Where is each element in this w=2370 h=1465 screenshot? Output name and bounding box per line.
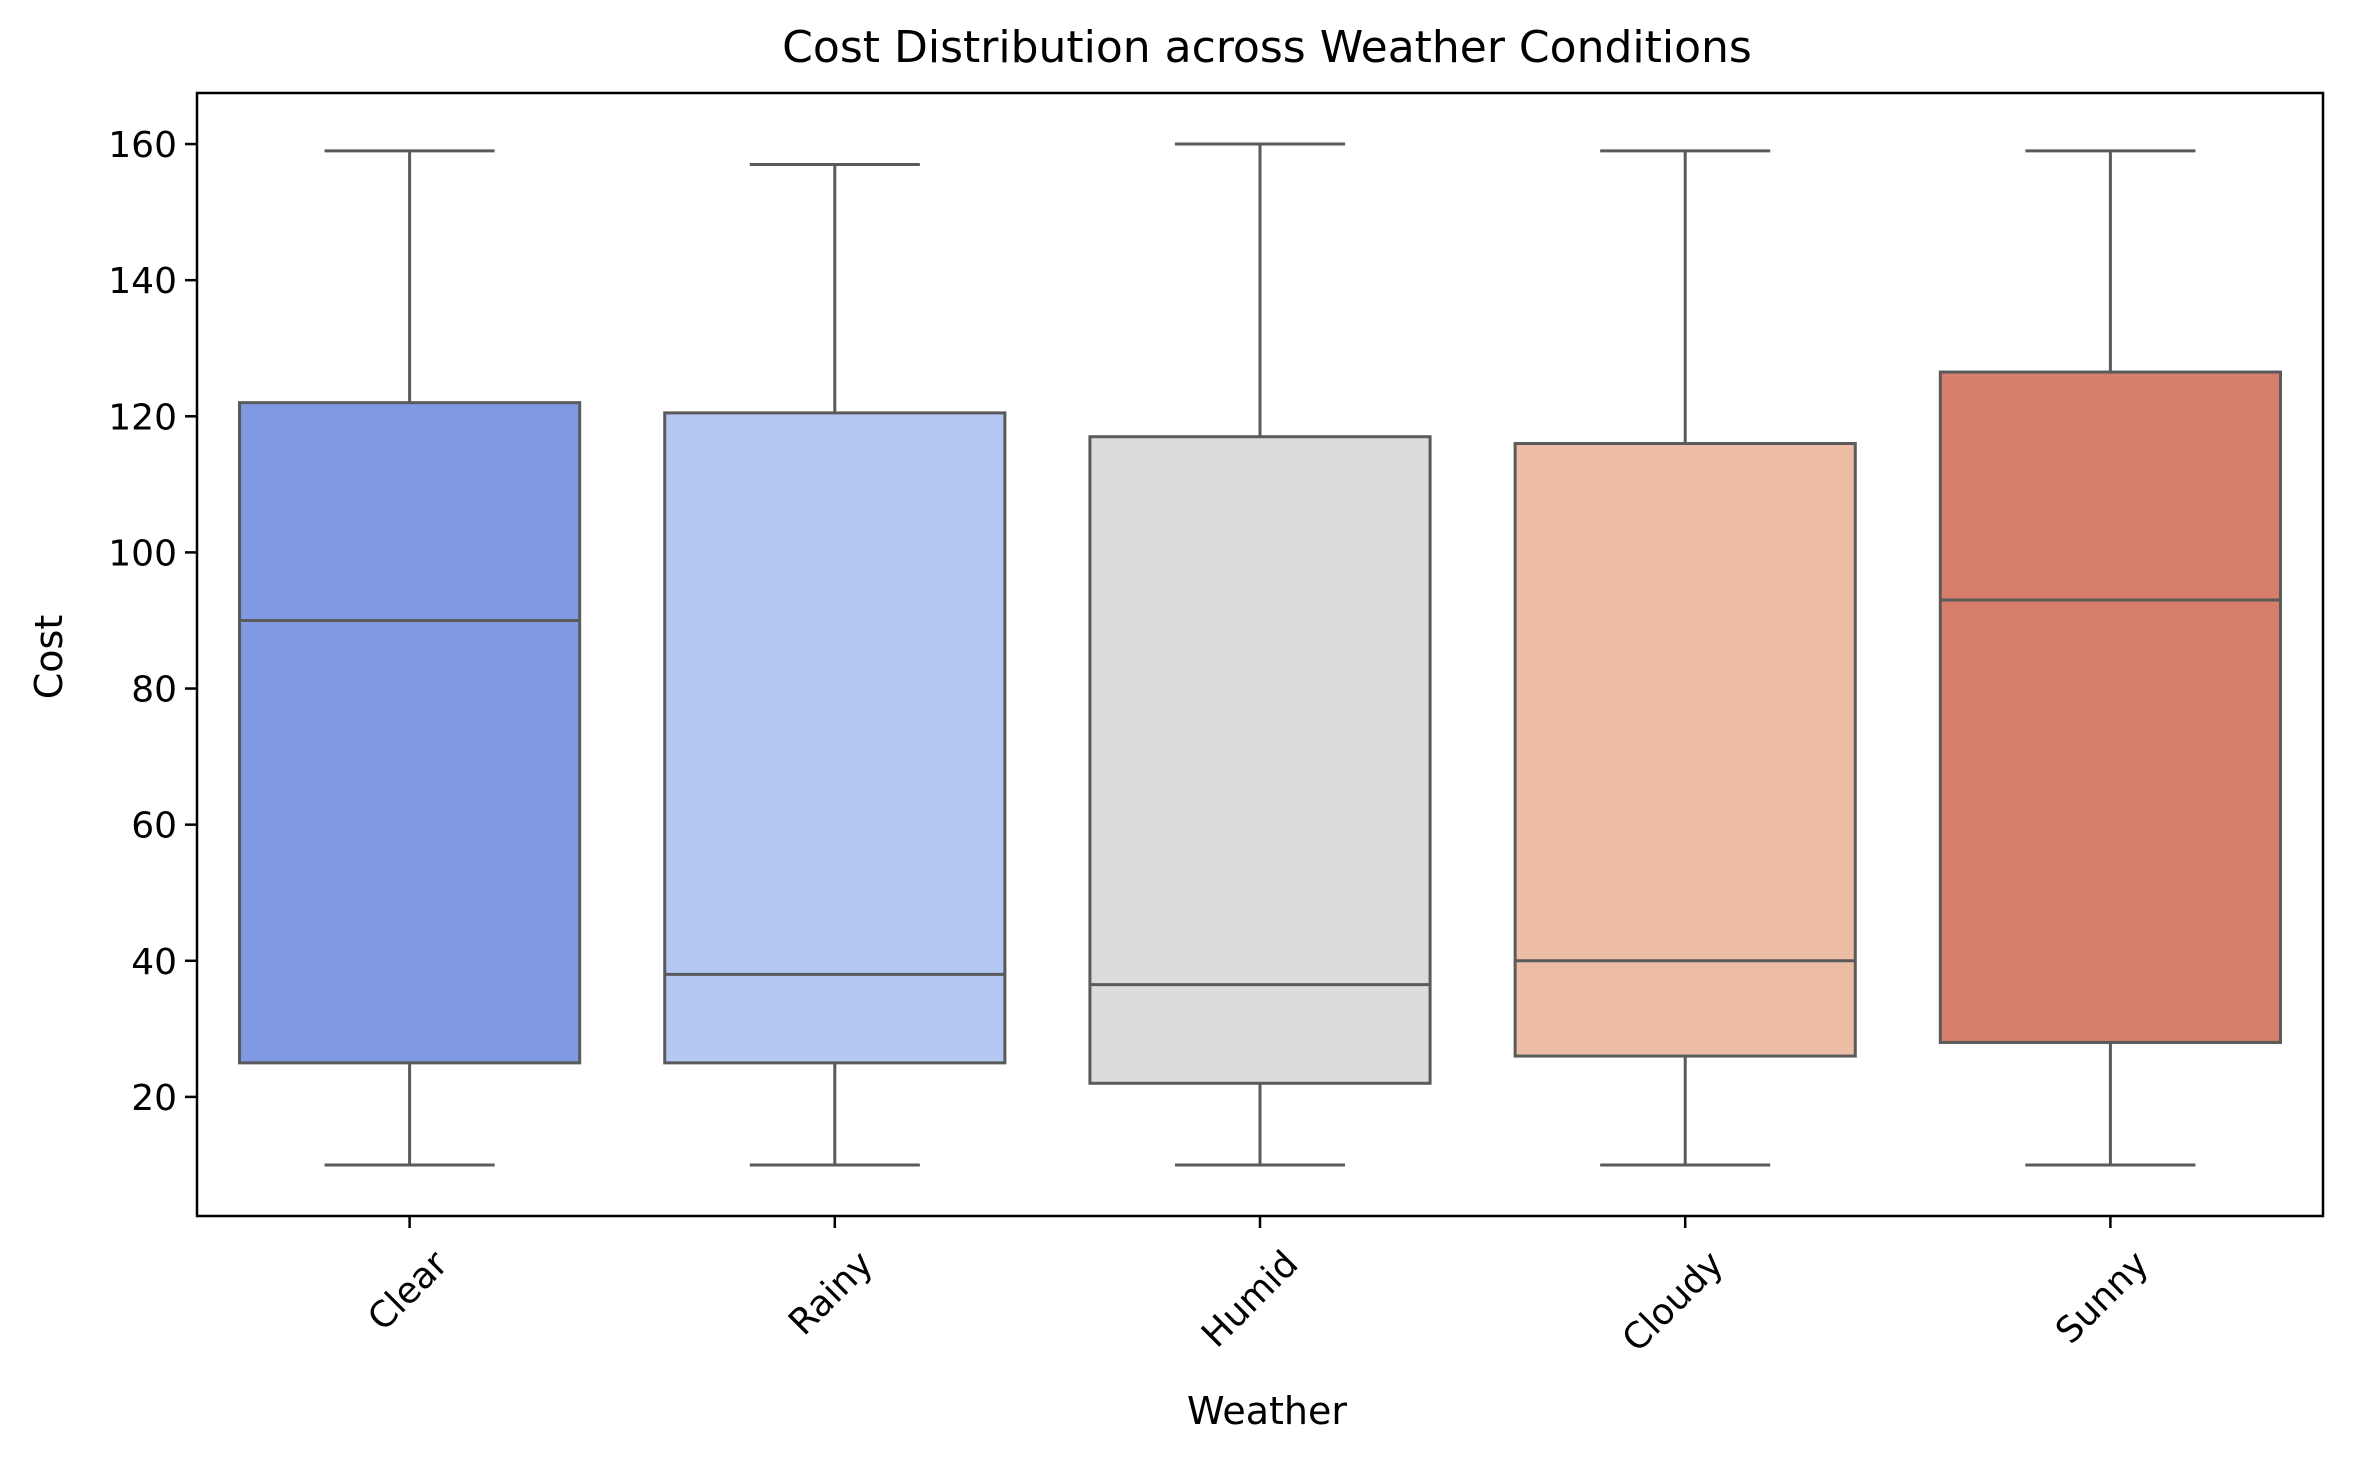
box-sunny (1938, 149, 2282, 1167)
iqr-box-sunny (1938, 370, 2282, 1044)
box-humid (1088, 142, 1432, 1167)
y-tick-label: 120 (108, 397, 177, 438)
x-tick-label-rainy: Rainy (781, 1243, 881, 1343)
box-clear (238, 149, 582, 1167)
y-tick-label: 140 (108, 261, 177, 302)
y-tick-label: 40 (131, 942, 177, 983)
y-tick-label: 60 (131, 806, 177, 847)
y-tick-label: 80 (131, 670, 177, 711)
x-axis-label: Weather (1187, 1389, 1347, 1433)
y-tick-label: 20 (131, 1078, 177, 1119)
y-tick-label: 160 (108, 125, 177, 166)
iqr-box-cloudy (1513, 442, 1857, 1058)
x-tick-label-sunny: Sunny (2048, 1243, 2157, 1352)
x-tick-label-cloudy: Cloudy (1615, 1243, 1732, 1360)
boxes-layer (238, 142, 2282, 1167)
iqr-box-rainy (663, 411, 1007, 1065)
plot-frame (195, 91, 2325, 1218)
x-tick-label-humid: Humid (1194, 1243, 1306, 1355)
iqr-box-humid (1088, 435, 1432, 1085)
box-cloudy (1513, 149, 1857, 1167)
x-tick-label-clear: Clear (360, 1243, 456, 1339)
y-tick-label: 100 (108, 533, 177, 574)
chart-title: Cost Distribution across Weather Conditi… (782, 22, 1752, 73)
box-rainy (663, 162, 1007, 1167)
iqr-box-clear (238, 401, 582, 1065)
y-axis-label: Cost (27, 615, 71, 699)
